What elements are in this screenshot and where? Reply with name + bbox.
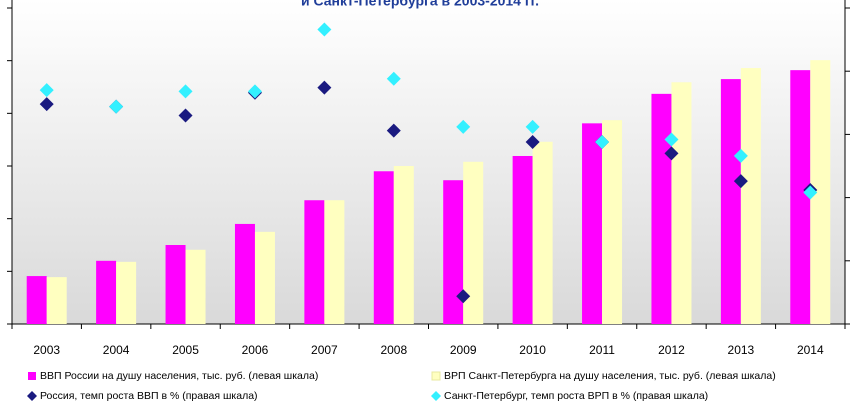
- x-tick-label: 2006: [242, 343, 269, 357]
- x-tick-label: 2003: [33, 343, 60, 357]
- legend-swatch: [431, 371, 441, 381]
- bar: [393, 166, 414, 324]
- bar: [602, 120, 623, 325]
- chart-title: и Санкт-Петербурга в 2003-2014 гг.: [301, 0, 539, 9]
- marker: [733, 174, 748, 189]
- x-tick-label: 2007: [311, 343, 338, 357]
- bar: [185, 249, 206, 324]
- legend-swatch: [28, 372, 36, 380]
- bar: [46, 277, 67, 324]
- legend-swatch: [27, 391, 37, 401]
- x-tick-label: 2004: [103, 343, 130, 357]
- bar: [116, 261, 137, 324]
- bar: [740, 68, 761, 324]
- marker: [39, 83, 54, 98]
- marker: [178, 84, 193, 99]
- marker: [317, 80, 332, 95]
- marker: [247, 84, 262, 99]
- marker: [456, 119, 471, 134]
- x-tick-label: 2010: [519, 343, 546, 357]
- bar: [324, 200, 345, 324]
- x-tick-label: 2005: [172, 343, 199, 357]
- bar: [96, 260, 117, 324]
- bar: [373, 171, 394, 324]
- marker: [178, 108, 193, 123]
- legend-label: ВРП Санкт-Петербурга на душу населения, …: [444, 370, 776, 382]
- legend-label: ВВП России на душу населения, тыс. руб. …: [40, 370, 318, 382]
- bar: [443, 180, 464, 324]
- bar: [810, 60, 831, 324]
- marker: [664, 132, 679, 147]
- x-tick-label: 2008: [380, 343, 407, 357]
- marker: [803, 185, 818, 200]
- x-tick-label: 2013: [728, 343, 755, 357]
- bar: [304, 200, 325, 324]
- bar: [532, 141, 553, 324]
- x-tick-label: 2011: [589, 343, 615, 357]
- bar: [254, 231, 275, 324]
- x-tick-label: 2012: [658, 343, 685, 357]
- bar: [234, 223, 255, 324]
- legend-label: Россия, темп роста ВВП в % (правая шкала…: [40, 390, 258, 402]
- bar: [512, 155, 533, 324]
- bar: [165, 245, 186, 324]
- x-tick-label: 2009: [450, 343, 477, 357]
- bar: [463, 161, 484, 324]
- bar: [790, 70, 811, 324]
- legend-swatch: [431, 391, 441, 401]
- marker: [525, 134, 540, 149]
- bar: [26, 276, 47, 324]
- marker: [733, 148, 748, 163]
- marker: [386, 71, 401, 86]
- marker: [525, 119, 540, 134]
- bar: [651, 93, 672, 324]
- marker: [664, 146, 679, 161]
- marker: [456, 289, 471, 304]
- plot-area: [12, 0, 845, 324]
- x-tick-label: 2014: [797, 343, 824, 357]
- marker: [317, 22, 332, 37]
- marker: [386, 123, 401, 138]
- legend-label: Санкт-Петербург, темп роста ВРП в % (пра…: [444, 390, 708, 402]
- bar: [720, 79, 741, 324]
- marker: [39, 97, 54, 112]
- marker: [595, 134, 610, 149]
- bar: [582, 123, 603, 324]
- bar: [671, 82, 692, 324]
- marker: [109, 99, 124, 114]
